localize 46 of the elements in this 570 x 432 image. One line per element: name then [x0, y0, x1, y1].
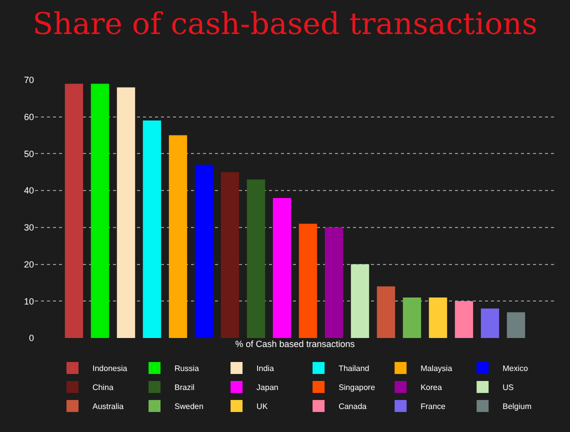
- legend-label: Australia: [92, 402, 124, 412]
- bar: [90, 84, 110, 338]
- y-tick-label: 50: [24, 148, 34, 159]
- bar: [116, 87, 136, 338]
- bar: [350, 264, 370, 338]
- bar: [272, 198, 292, 338]
- legend-label: Brazil: [174, 383, 195, 392]
- legend-label: France: [420, 402, 446, 412]
- bar: [194, 164, 214, 338]
- y-tick-label: 10: [24, 296, 34, 306]
- legend-label: Belgium: [502, 402, 532, 412]
- bar: [142, 120, 162, 338]
- legend-label: Indonesia: [92, 364, 128, 374]
- bar: [480, 308, 500, 338]
- bar: [324, 227, 344, 338]
- chart-title: Share of cash-based transactions: [32, 6, 538, 42]
- legend-label: Korea: [420, 383, 442, 392]
- legend-label: US: [502, 383, 514, 392]
- y-tick-label: 30: [24, 222, 34, 233]
- legend-label: Sweden: [174, 402, 204, 412]
- y-tick-label: 70: [24, 75, 34, 86]
- legend-label: Japan: [256, 383, 278, 392]
- legend-label: Thailand: [338, 364, 370, 374]
- legend-label: Malaysia: [420, 364, 453, 374]
- bar: [64, 84, 84, 338]
- bar: [246, 180, 266, 338]
- bar: [428, 297, 448, 338]
- bar: [298, 224, 318, 338]
- y-tick-label: 60: [24, 112, 34, 122]
- y-tick-label: 0: [28, 333, 34, 344]
- bar: [402, 297, 422, 338]
- y-tick-label: 40: [24, 186, 34, 196]
- bar: [220, 172, 240, 338]
- x-axis-title: % of Cash based transactions: [235, 338, 356, 349]
- legend-label: Russia: [174, 364, 200, 374]
- legend-label: India: [256, 364, 274, 374]
- bar: [454, 301, 474, 338]
- legend-label: Mexico: [502, 364, 529, 374]
- bar: [376, 286, 396, 338]
- legend-label: China: [92, 383, 114, 392]
- bar: [168, 135, 188, 338]
- legend-label: Canada: [338, 402, 368, 412]
- legend-label: UK: [256, 402, 268, 412]
- legend-label: Singapore: [338, 383, 376, 392]
- y-tick-label: 20: [24, 259, 34, 270]
- bar: [506, 312, 526, 338]
